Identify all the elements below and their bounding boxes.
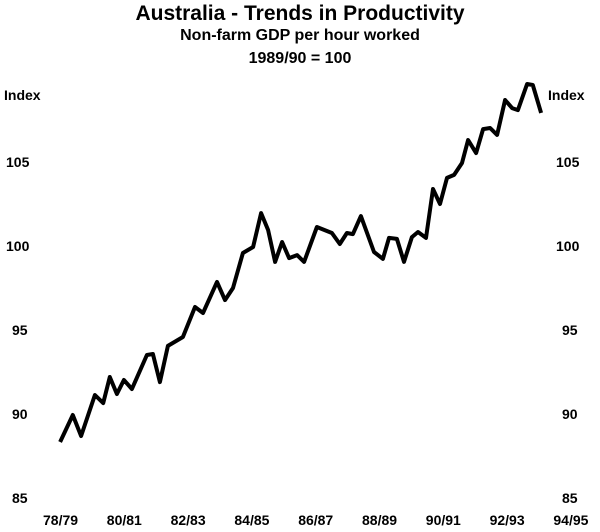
x-tick-94-95: 94/95 [553,512,589,528]
x-tick-86-87: 86/87 [298,512,334,528]
chart-subtitle: Non-farm GDP per hour worked [180,27,420,44]
x-tick-84-85: 84/85 [234,512,270,528]
y-tick-right-90: 90 [562,406,578,422]
y-axis-label-left: Index [4,87,41,103]
y-tick-right-85: 85 [562,490,578,506]
chart-title: Australia - Trends in Productivity [135,2,465,25]
x-tick-88-89: 88/89 [362,512,398,528]
x-tick-92-93: 92/93 [489,512,525,528]
x-tick-78-79: 78/79 [43,512,79,528]
x-tick-82-83: 82/83 [170,512,206,528]
y-tick-right-100: 100 [556,238,580,254]
productivity-series-line [58,82,544,443]
y-tick-right-95: 95 [562,322,578,338]
x-tick-80-81: 80/81 [106,512,142,528]
y-tick-left-95: 95 [12,322,28,338]
y-axis-label-right: Index [548,87,585,103]
y-tick-right-105: 105 [556,154,580,170]
y-tick-left-105: 105 [6,154,30,170]
y-tick-left-100: 100 [6,238,30,254]
chart-base-note: 1989/90 = 100 [248,50,352,67]
y-tick-left-90: 90 [12,406,28,422]
y-tick-left-85: 85 [12,490,28,506]
x-tick-90-91: 90/91 [425,512,461,528]
